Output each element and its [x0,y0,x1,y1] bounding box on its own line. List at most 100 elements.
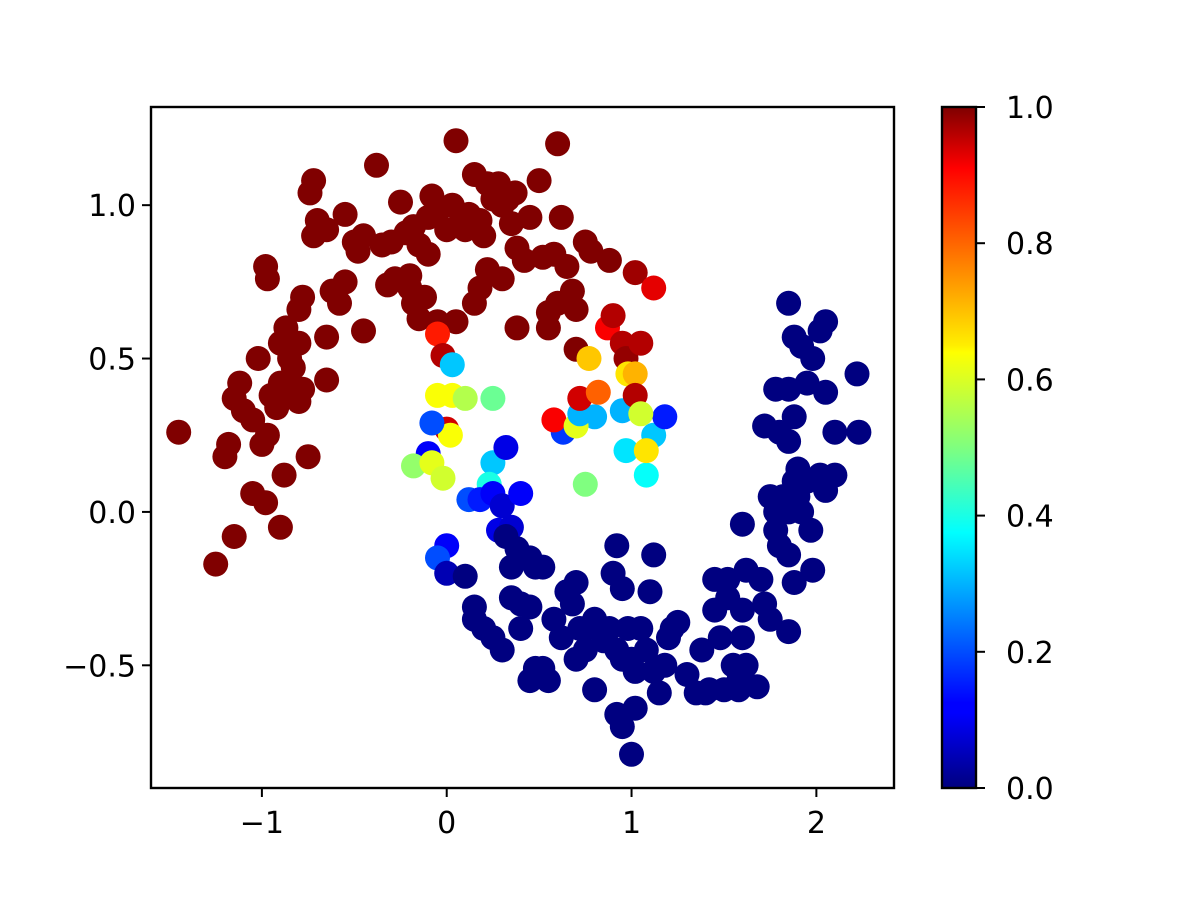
scatter-point [286,330,312,356]
colorbar-tick-label: 0.0 [1006,772,1054,807]
scatter-point [327,290,352,316]
scatter-point [314,217,340,243]
x-tick-label: 2 [807,806,826,841]
scatter-point [776,619,802,645]
scatter-point [822,462,848,488]
scatter-point [622,695,648,721]
scatter-point [844,361,870,387]
scatter-point [452,563,478,589]
scatter-point [332,201,358,227]
scatter-point [665,609,691,635]
scatter-point [585,379,611,405]
scatter-point [437,422,463,448]
scatter-point [412,284,437,310]
scatter-point [480,385,506,411]
scatter-point [596,247,622,273]
scatter-point [254,266,280,292]
scatter-point [548,625,574,651]
scatter-point [633,438,659,464]
scatter-point [295,444,321,470]
scatter-point [619,741,644,767]
scatter-point [517,594,543,620]
scatter-point [415,241,441,267]
x-tick-label: −1 [240,806,284,841]
y-axis: −0.5 0.0 0.5 1.0 [63,189,151,684]
scatter-point [729,597,755,623]
colorbar-tick-label: 1.0 [1006,91,1054,126]
scatter-point [290,376,316,402]
scatter-point [388,189,413,215]
scatter-point [401,453,426,479]
scatter-point [280,355,306,381]
scatter-point [563,570,589,595]
scatter-point [794,370,820,396]
scatter-point [609,576,635,602]
scatter-point [364,152,389,178]
colorbar-tick-label: 0.8 [1006,227,1054,262]
scatter-point [572,471,598,497]
scatter-point [332,269,358,295]
scatter-point [641,542,667,568]
scatter-point [609,714,635,740]
scatter-point [596,616,622,641]
scatter-point [526,168,552,194]
scatter-point [652,404,678,430]
scatter-point [504,315,530,341]
scatter-point [689,637,715,663]
scatter-point [271,462,297,488]
scatter-point [729,625,755,651]
scatter-point [641,275,667,301]
scatter-point [781,324,807,350]
scatter-point [674,662,700,687]
scatter-point [517,668,543,694]
colorbar: 0.0 0.2 0.4 0.6 0.8 1.0 [940,91,1054,807]
scatter-point [290,284,316,310]
scatter-point [258,382,284,408]
scatter-point [744,674,770,700]
x-tick-label: 0 [437,806,456,841]
scatter-point [471,223,497,249]
scatter-point [652,652,678,678]
scatter-point [443,309,469,335]
scatter-point [613,438,639,464]
scatter-point [600,303,626,329]
scatter-point [489,493,515,519]
x-axis: −1 0 1 2 [240,788,826,841]
scatter-point [314,367,340,393]
scatter-point [267,514,293,540]
scatter-point [351,318,376,344]
scatter-point [434,560,460,586]
scatter-point [813,379,839,405]
scatter-point [227,370,253,396]
colorbar-ticks: 0.0 0.2 0.4 0.6 0.8 1.0 [976,91,1054,807]
scatter-point [800,557,826,583]
scatter-point [633,637,659,663]
scatter-point [622,658,648,684]
scatter-point [715,566,741,592]
points-layer [166,128,872,767]
scatter-point [798,517,824,543]
scatter-point [646,680,672,706]
scatter-point [535,315,561,341]
scatter-point [781,404,807,430]
scatter-point [443,128,469,154]
scatter-point [530,554,556,580]
colorbar-frame [940,105,978,790]
scatter-point [748,566,774,592]
scatter-point [254,422,280,448]
scatter-point [245,346,271,371]
scatter-point [707,625,733,651]
scatter-point [452,385,478,411]
scatter-point [622,361,648,387]
plot-area [149,105,896,790]
scatter-point [622,260,648,286]
scatter-point [582,677,608,703]
scatter-point [628,616,654,641]
y-tick-label: 0.5 [88,343,136,378]
scatter-point [406,306,432,332]
scatter-point [637,579,663,605]
scatter-point [781,570,807,595]
scatter-point [545,131,571,157]
scatter-point [489,637,515,663]
